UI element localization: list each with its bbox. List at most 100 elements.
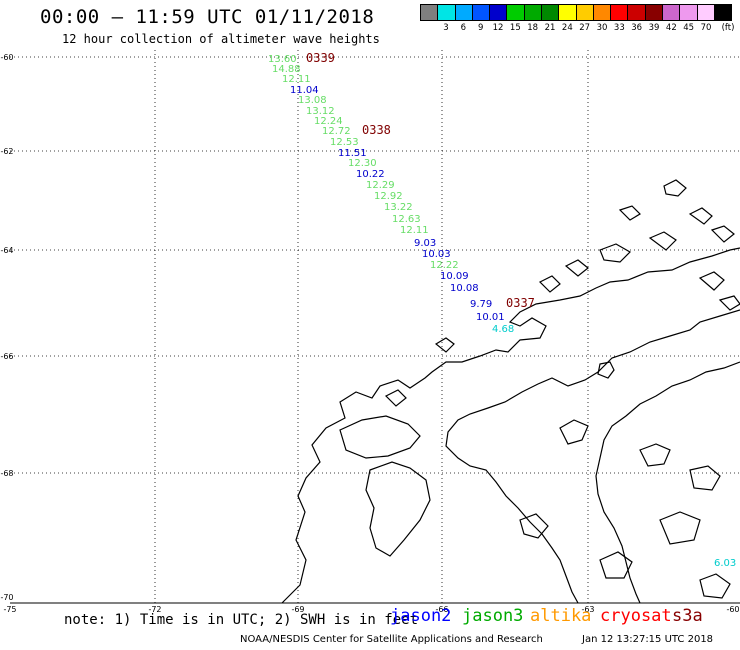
legend-swatch [438,5,456,20]
wave-height-value: 12.22 [430,260,459,271]
small-island-1 [384,389,407,407]
adelaide-island [339,415,421,459]
track-time-label: 0338 [362,123,391,137]
small-island-12 [718,295,740,311]
wave-height-value: 14.88 [272,64,301,75]
map-labels: -60 -62 -64 -66 -68 -70 -75 -72 -69 -66 -63 -60 13.6… [0,51,739,614]
legend-swatch [490,5,508,20]
interior-loop-1 [597,361,615,379]
latitude-label: -70 [0,593,13,602]
wave-height-value: 9.79 [470,299,492,310]
peninsula-coastline [281,247,740,604]
legend-tick-label: 18 [527,23,539,33]
latitude-label: -64 [0,246,13,255]
legend-tick-label: 21 [544,23,556,33]
small-island-4 [618,205,641,221]
wave-height-value: 10.22 [356,169,385,180]
wave-height-value: 12.92 [374,191,403,202]
legend-tick-label: 30 [596,23,608,33]
small-island-8 [648,231,677,251]
interior-loop-4 [689,465,721,491]
longitude-label: -75 [3,605,16,614]
legend-swatch [593,5,612,20]
interior-loop-8 [699,573,731,599]
satellite-legend-item: altika [530,606,592,626]
small-island-5 [688,207,713,225]
wave-height-value: 13.60 [268,54,297,65]
legend-tick-label: 6 [460,23,467,33]
latitude-label: -60 [0,53,13,62]
legend-tick-label: 12 [492,23,504,33]
legend-tick-label: 33 [613,23,625,33]
small-island-10 [538,275,561,293]
small-island-3 [663,179,687,197]
interior-loop-3 [639,443,671,467]
wave-height-value: 12.53 [330,137,359,148]
legend-swatch [421,5,439,20]
wave-height-value: 12.24 [314,116,343,127]
latitude-label: -62 [0,147,13,156]
legend-tick-label: 9 [477,23,484,33]
legend-swatch [559,5,577,20]
small-island-7 [599,243,631,263]
small-island-6 [564,259,589,277]
wave-height-value: 13.08 [298,95,327,106]
east-coast-inlets [595,361,740,604]
longitude-label: -66 [435,605,448,614]
footer-note: note: 1) Time is in UTC; 2) SWH is in fe… [64,612,419,628]
legend-tick-label: 27 [579,23,591,33]
wave-height-value: 12.11 [282,74,311,85]
legend-tick-label: 39 [648,23,660,33]
page-title: 00:00 – 11:59 UTC 01/11/2018 [40,6,375,28]
color-legend: 3 6 9 12 15 18 21 24 27 30 33 36 39 42 45 70 (ft) [420,4,735,38]
credit-line: NOAA/NESDIS Center for Satellite Applica… [240,634,543,645]
legend-tick-label: 3 [443,23,449,33]
mainland-interior-coast [445,309,740,604]
legend-swatch [455,5,473,20]
legend-swatch [680,5,698,20]
track-time-label: 0337 [506,296,535,310]
legend-unit-label: (ft) [721,23,735,33]
satellite-legend-item: s3a [672,606,703,626]
wave-height-value: 12.11 [400,225,429,236]
legend-swatch [576,5,594,20]
legend-tick-label: 36 [631,23,643,33]
interior-loop-7 [599,551,633,579]
generation-timestamp: Jan 12 13:27:15 UTC 2018 [582,634,714,645]
wave-height-value: 11.51 [338,148,367,159]
page-subtitle: 12 hour collection of altimeter wave hei… [62,32,380,46]
latitude-label: -68 [0,469,13,478]
wave-height-value: 10.01 [476,312,505,323]
legend-swatch [524,5,542,20]
satellite-legend-item: cryosat [600,606,672,626]
wave-height-value: 13.22 [384,202,413,213]
legend-swatch [628,5,646,20]
legend-tick-label: 70 [700,23,712,33]
wave-height-value: 13.12 [306,106,335,117]
wave-height-value: 10.09 [440,271,469,282]
interior-loop-6 [659,511,701,545]
legend-swatch [697,5,715,20]
wave-height-value: 12.29 [366,180,395,191]
legend-swatch [541,5,560,20]
legend-swatches [420,4,732,21]
small-island-9 [710,225,735,243]
longitude-label: -72 [148,605,161,614]
alexander-island [365,461,431,557]
wave-height-value: 6.03 [714,558,736,569]
longitude-label: -69 [291,605,304,614]
wave-height-value: 12.30 [348,158,377,169]
interior-loop-2 [559,419,589,445]
legend-swatch [645,5,663,20]
legend-tick-label: 42 [665,23,677,33]
latitude-label: -66 [0,352,13,361]
legend-swatch [507,5,525,20]
legend-tick-label: 15 [509,23,521,33]
legend-swatch [611,5,629,20]
legend-tick-label: 24 [561,23,573,33]
longitude-label: -63 [581,605,594,614]
satellite-legend-item: jason3 [462,606,524,626]
coastline [281,179,740,604]
